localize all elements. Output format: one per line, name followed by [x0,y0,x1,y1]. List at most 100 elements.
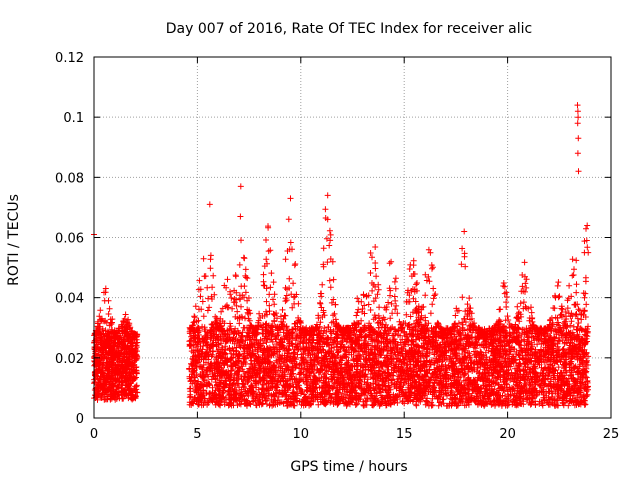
data-point [102,345,109,352]
data-point [584,244,591,251]
data-point [500,283,507,289]
data-point [317,319,324,326]
data-point [94,381,101,388]
data-point [266,302,273,309]
data-point [117,368,124,375]
data-point [260,330,267,337]
data-point [102,381,109,388]
data-point [407,261,414,268]
data-point [514,303,521,310]
data-point [92,368,99,375]
data-point [103,339,110,346]
data-point [430,285,437,292]
data-point [94,396,101,403]
data-point [461,253,468,260]
data-point [108,354,115,361]
data-point [238,303,244,310]
data-point [120,318,127,325]
data-point [97,373,104,380]
data-point [134,348,140,355]
data-point [369,287,376,294]
data-point [129,339,135,345]
data-point [103,319,110,326]
data-point [98,394,105,401]
data-point [112,364,119,371]
data-point [501,283,508,290]
data-point [118,347,125,354]
data-point [376,304,383,311]
data-point [320,245,327,252]
data-point [267,284,274,291]
data-point [210,272,217,279]
data-point [127,340,134,347]
data-point [192,303,199,310]
data-point [102,289,109,296]
data-point [282,256,289,263]
data-point [115,349,122,356]
data-point [108,327,115,333]
data-point [522,280,529,287]
data-point [427,310,434,317]
data-point [94,327,101,334]
data-point [119,324,126,330]
data-point [331,310,338,317]
data-point [128,346,135,353]
data-point [101,396,108,403]
data-point [202,273,209,280]
data-point [367,270,374,276]
data-point [97,347,104,354]
data-point [263,256,270,263]
data-point [101,297,108,304]
data-point [124,335,131,342]
data-point [519,283,526,290]
data-point [330,276,337,283]
data-point [96,376,103,383]
data-point [569,272,576,279]
data-point [191,313,198,320]
data-point [121,329,128,336]
data-point [392,285,399,292]
data-point [114,361,121,368]
data-point [237,401,244,408]
data-point [113,388,120,395]
grid [94,57,611,418]
data-point [575,320,582,326]
data-point [323,235,330,242]
data-point [103,349,110,356]
data-point [110,330,117,337]
data-point [206,304,213,311]
data-point [122,311,129,318]
data-point [270,279,277,286]
data-point [281,312,288,319]
data-point [326,227,333,234]
data-point [573,257,580,264]
data-point [267,247,274,254]
data-point [242,266,249,273]
data-point [500,280,507,286]
data-point [107,383,114,390]
data-point [96,357,103,364]
data-point [581,249,588,256]
data-point [414,280,420,286]
data-points [91,102,592,409]
data-point [238,237,244,244]
data-point [243,274,250,281]
data-point [236,261,243,268]
data-point [112,334,119,341]
data-point [120,395,127,402]
data-point [129,377,136,384]
data-point [121,345,128,352]
data-point [122,374,129,380]
data-point [392,275,399,282]
data-point [114,383,121,390]
data-point [123,363,130,370]
data-point [286,275,293,282]
data-point [260,271,267,278]
data-point [367,307,374,313]
data-point [327,284,334,291]
data-point [385,299,392,306]
data-point [106,358,113,365]
data-point [234,308,241,315]
data-point [581,294,588,301]
data-point [263,308,269,315]
